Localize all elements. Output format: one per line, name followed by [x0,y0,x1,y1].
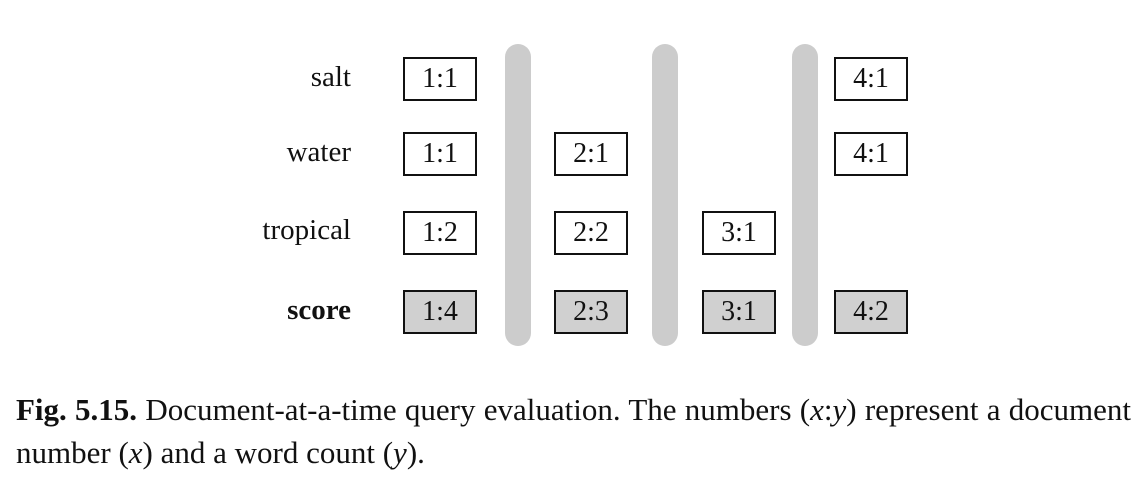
caption-math-x: x [810,392,824,427]
cell-tropical-doc3: 3:1 [702,211,776,255]
row-label-tropical: tropical [262,214,351,246]
cell-score-doc3: 3:1 [702,290,776,334]
cell-tropical-doc1: 1:2 [403,211,477,255]
cell-score-doc2: 2:3 [554,290,628,334]
caption-colon: : [823,392,833,427]
cell-score-doc4: 4:2 [834,290,908,334]
row-label-salt: salt [310,61,351,93]
document-divider-1 [505,44,531,346]
caption-math-y: y [832,392,847,427]
cell-tropical-doc2: 2:2 [554,211,628,255]
figure-label: Fig. 5.15. [16,392,138,427]
caption-text-1: Document-at-a-time query evaluation. The… [137,392,811,427]
caption-text-3: ) and a word count ( [142,435,394,470]
cell-water-doc2: 2:1 [554,132,628,176]
cell-score-doc1: 1:4 [403,290,477,334]
row-label-score: score [287,294,351,326]
caption-text-4: ). [406,435,425,470]
figure-caption: Fig. 5.15. Document-at-a-time query eval… [16,388,1131,474]
cell-salt-doc1: 1:1 [403,57,477,101]
row-label-water: water [286,136,351,168]
caption-math-y2: y [393,435,407,470]
cell-salt-doc4: 4:1 [834,57,908,101]
document-at-a-time-diagram: salt water tropical score 1:1 4:1 1:1 2:… [262,44,908,346]
cell-water-doc1: 1:1 [403,132,477,176]
caption-math-x2: x [128,435,143,470]
caption-text-2: ) represent a document number ( [16,392,1131,470]
document-divider-2 [652,44,678,346]
document-divider-3 [792,44,818,346]
cell-water-doc4: 4:1 [834,132,908,176]
